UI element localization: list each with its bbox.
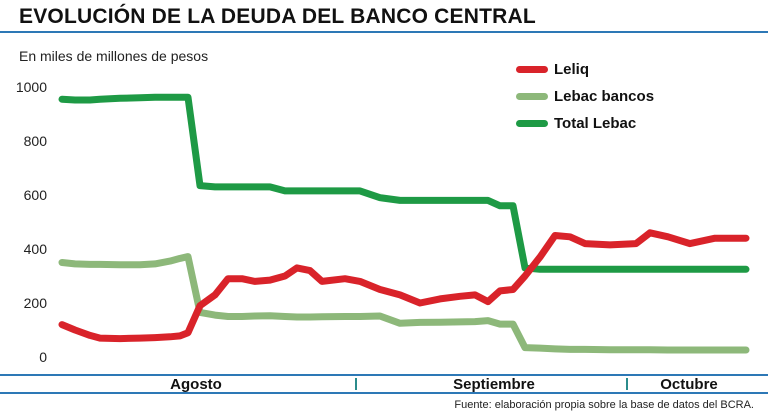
chart-title: EVOLUCIÓN DE LA DEUDA DEL BANCO CENTRAL (19, 5, 536, 28)
month-separator (626, 378, 628, 390)
y-tick-1000: 1000 (15, 79, 47, 95)
legend-label: Lebac bancos (554, 88, 655, 105)
y-tick-200: 200 (23, 295, 47, 311)
legend-item-lebac-bancos: Lebac bancos (516, 83, 654, 110)
y-tick-600: 600 (23, 187, 47, 203)
y-tick-800: 800 (23, 133, 47, 149)
y-tick-400: 400 (23, 241, 47, 257)
legend-item-total-lebac: Total Lebac (516, 110, 654, 137)
legend-swatch-lebac-bancos (516, 93, 548, 100)
legend-swatch-leliq (516, 66, 548, 73)
legend: Leliq Lebac bancos Total Lebac (516, 56, 654, 137)
series-line-total-lebac (58, 93, 750, 273)
title-divider (0, 31, 768, 33)
legend-label: Leliq (554, 61, 590, 78)
x-axis-band (0, 374, 768, 394)
x-label-octubre: Octubre (660, 376, 718, 393)
series-line-leliq (58, 229, 750, 343)
series-line-lebac-bancos (58, 253, 750, 354)
source-note: Fuente: elaboración propia sobre la base… (454, 399, 754, 411)
y-tick-0: 0 (39, 349, 47, 365)
legend-swatch-total-lebac (516, 120, 548, 127)
month-separator (355, 378, 357, 390)
x-label-septiembre: Septiembre (453, 376, 535, 393)
x-label-agosto: Agosto (170, 376, 222, 393)
legend-label: Total Lebac (554, 115, 637, 132)
legend-item-leliq: Leliq (516, 56, 654, 83)
y-axis-unit-label: En miles de millones de pesos (19, 48, 209, 64)
